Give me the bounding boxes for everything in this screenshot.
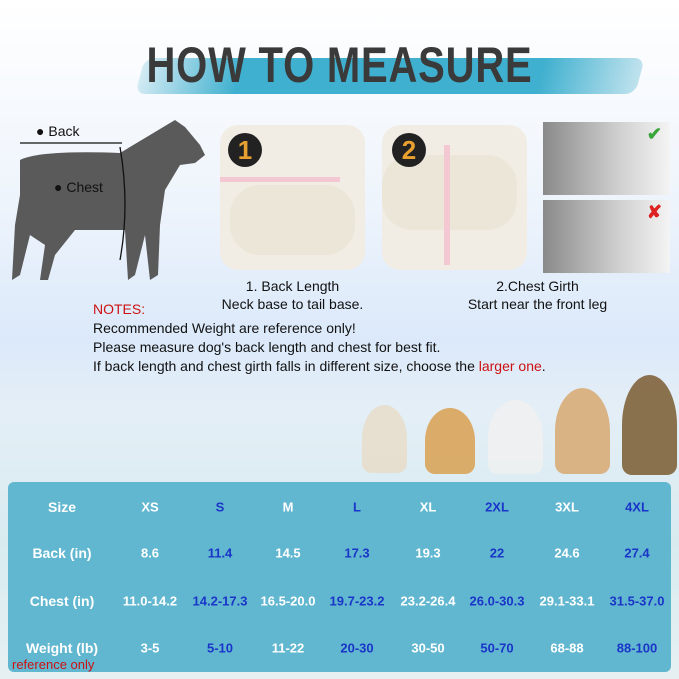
table-cell: 14.5 xyxy=(275,545,301,561)
back-length-photo: 1 xyxy=(220,125,365,270)
row-label: Size xyxy=(47,499,77,515)
table-cell: 50-70 xyxy=(480,640,514,656)
caption-title: 1. Back Length xyxy=(245,278,340,294)
table-cell: XL xyxy=(419,499,437,515)
caption-desc: Neck base to tail base. xyxy=(221,296,364,312)
reference-only-note: reference only xyxy=(12,657,95,672)
table-cell: 23.2-26.4 xyxy=(400,593,456,609)
table-cell: M xyxy=(282,499,294,515)
table-cell: 68-88 xyxy=(550,640,584,656)
table-cell: 26.0-30.3 xyxy=(469,593,525,609)
page-title: HOW TO MEASURE xyxy=(146,37,533,93)
table-cell: 2XL xyxy=(485,499,509,515)
note-text: . xyxy=(541,358,546,374)
note-line: If back length and chest girth falls in … xyxy=(93,357,673,376)
dog-silhouette-diagram: ● Back ● Chest xyxy=(0,115,215,285)
chihuahua-photo xyxy=(362,405,407,473)
table-cell: 31.5-37.0 xyxy=(609,593,665,609)
table-cell: 29.1-33.1 xyxy=(539,593,595,609)
table-cell: 88-100 xyxy=(616,640,658,656)
table-cell: L xyxy=(353,499,361,515)
table-cell: 17.3 xyxy=(344,545,370,561)
note-line: Please measure dog's back length and che… xyxy=(93,339,441,355)
step-number-badge: 2 xyxy=(392,133,426,167)
back-label: ● Back xyxy=(36,123,80,139)
table-cell: 4XL xyxy=(625,499,649,515)
step-number-badge: 1 xyxy=(228,133,262,167)
back-label-text: Back xyxy=(48,123,80,139)
german-shepherd-photo xyxy=(622,375,677,475)
table-cell: 19.3 xyxy=(415,545,441,561)
chest-label-text: Chest xyxy=(66,179,103,195)
check-icon: ✔ xyxy=(646,124,662,144)
table-cell: 11.4 xyxy=(207,545,233,561)
size-chart-table: Size XS S M L XL 2XL 3XL 4XL Back (in) 8.6 11.4 14.5… xyxy=(8,482,671,672)
table-cell: 16.5-20.0 xyxy=(260,593,316,609)
step-1-caption: 1. Back Length Neck base to tail base. xyxy=(215,277,370,313)
wrong-example-photo: ✘ xyxy=(543,200,670,273)
table-cell: XS xyxy=(141,499,159,515)
cross-icon: ✘ xyxy=(646,202,662,222)
mannequin xyxy=(230,185,355,255)
measuring-tape xyxy=(444,145,450,265)
notes: NOTES: Recommended Weight are reference … xyxy=(93,300,673,376)
correct-example-photo: ✔ xyxy=(543,122,670,195)
dog-silhouette xyxy=(12,120,205,280)
table-cell: 20-30 xyxy=(340,640,374,656)
table-cell: 24.6 xyxy=(554,545,580,561)
pomeranian-photo xyxy=(425,408,475,474)
note-highlight: larger one xyxy=(478,358,542,374)
table-cell: S xyxy=(215,499,225,515)
measuring-tape xyxy=(220,177,340,182)
chest-label: ● Chest xyxy=(54,179,103,195)
table-cell: 14.2-17.3 xyxy=(192,593,248,609)
chest-girth-photo: 2 xyxy=(382,125,527,270)
table-cell: 8.6 xyxy=(140,545,160,561)
poodle-photo xyxy=(488,400,543,474)
table-cell: 3-5 xyxy=(140,640,160,656)
note-line: Recommended Weight are reference only! xyxy=(93,320,356,336)
step-2-caption: 2.Chest Girth Start near the front leg xyxy=(450,277,625,313)
row-label: Chest (in) xyxy=(29,593,95,609)
note-text: If back length and chest girth falls in … xyxy=(93,358,479,374)
table-cell: 30-50 xyxy=(411,640,445,656)
corgi-photo xyxy=(555,388,610,474)
table-cell: 11.0-14.2 xyxy=(122,593,178,609)
table-cell: 27.4 xyxy=(624,545,650,561)
table-cell: 3XL xyxy=(555,499,579,515)
caption-title: 2.Chest Girth xyxy=(496,278,579,294)
table-cell: 19.7-23.2 xyxy=(329,593,385,609)
notes-heading: NOTES: xyxy=(93,301,146,317)
row-label: Back (in) xyxy=(32,545,92,561)
row-label: Weight (lb) xyxy=(25,640,99,656)
table-cell: 5-10 xyxy=(206,640,234,656)
table-cell: 22 xyxy=(489,545,505,561)
table-cell: 11-22 xyxy=(271,640,305,656)
caption-desc: Start near the front leg xyxy=(467,296,608,312)
